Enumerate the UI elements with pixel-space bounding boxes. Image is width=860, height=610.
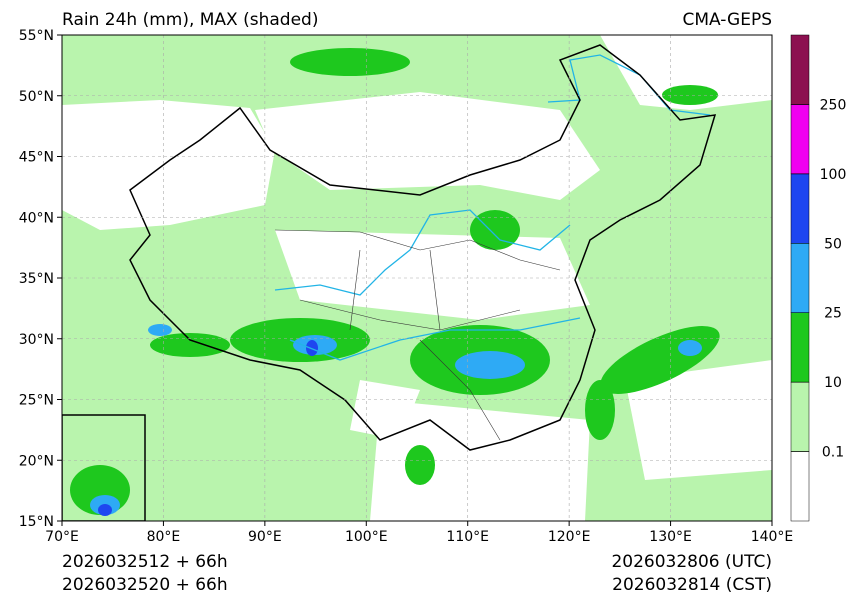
colorbar-segment xyxy=(790,451,810,522)
y-tick-label: 35°N xyxy=(19,271,54,287)
colorbar-label: 50 xyxy=(824,236,842,252)
y-tick-label: 15°N xyxy=(19,514,54,530)
colorbar: 0.1 10 25 50 100 250 xyxy=(790,34,847,522)
colorbar-segment xyxy=(790,104,810,175)
x-tick-label: 80°E xyxy=(147,529,181,545)
colorbar-segment xyxy=(790,34,810,105)
y-tick-label: 45°N xyxy=(19,150,54,166)
y-tick-label: 40°N xyxy=(19,210,54,226)
y-tick-label: 25°N xyxy=(19,393,54,409)
colorbar-segment xyxy=(790,312,810,383)
y-tick-label: 20°N xyxy=(19,453,54,469)
x-tick-label: 140°E xyxy=(751,529,794,545)
x-tick-label: 90°E xyxy=(248,529,282,545)
colorbar-label: 25 xyxy=(824,306,842,322)
valid-utc: 2026032806 (UTC) xyxy=(611,552,772,572)
init-cst: 2026032520 + 66h xyxy=(62,575,228,595)
grid: 70°E 80°E 90°E 100°E 110°E 120°E 130°E 140°E 15°… xyxy=(19,28,794,545)
x-tick-label: 70°E xyxy=(45,529,79,545)
x-tick-label: 110°E xyxy=(446,529,489,545)
y-tick-label: 30°N xyxy=(19,332,54,348)
colorbar-segment xyxy=(790,381,810,452)
init-utc: 2026032512 + 66h xyxy=(62,552,228,572)
map-frame xyxy=(61,34,773,522)
y-tick-label: 50°N xyxy=(19,89,54,105)
colorbar-label: 10 xyxy=(824,375,842,391)
colorbar-label: 100 xyxy=(820,167,847,183)
colorbar-label: 0.1 xyxy=(822,445,844,461)
source: CMA-GEPS xyxy=(682,10,772,30)
y-tick-label: 55°N xyxy=(19,28,54,44)
x-tick-label: 100°E xyxy=(345,529,388,545)
x-tick-label: 130°E xyxy=(649,529,692,545)
colorbar-segment xyxy=(790,243,810,313)
colorbar-segment xyxy=(790,173,810,244)
title: Rain 24h (mm), MAX (shaded) xyxy=(62,10,318,30)
colorbar-label: 250 xyxy=(820,97,847,113)
valid-cst: 2026032814 (CST) xyxy=(612,575,772,595)
rain-field xyxy=(62,35,772,521)
x-tick-label: 120°E xyxy=(548,529,591,545)
